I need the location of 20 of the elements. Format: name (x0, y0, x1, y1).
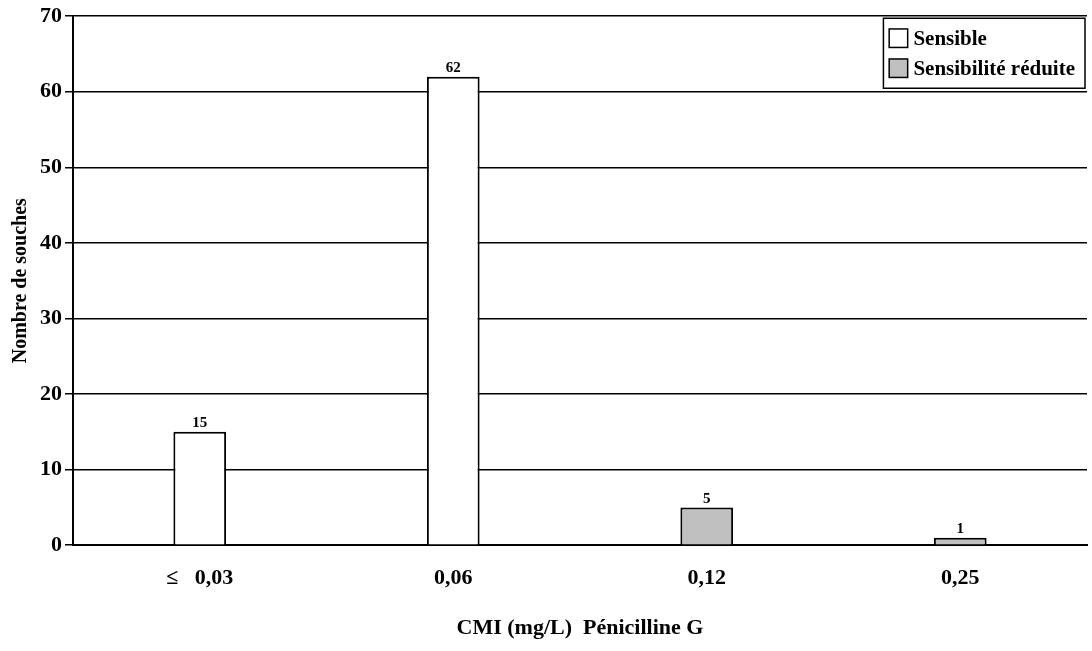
y-tick-label: 50 (40, 153, 62, 179)
y-tick-label: 20 (40, 379, 62, 405)
data-label: 5 (703, 489, 711, 506)
y-axis-title: Nombre de souches (8, 197, 31, 364)
data-label: 1 (956, 520, 964, 537)
y-tick-label: 70 (40, 1, 62, 27)
x-tick-label: ≤ 0,03 (166, 564, 234, 590)
x-tick-label: 0,25 (941, 564, 980, 590)
x-tick-label: 0,12 (687, 564, 726, 590)
data-label: 62 (445, 59, 461, 76)
x-axis-title: CMI (mg/L) Pénicilline G (456, 614, 704, 640)
y-tick-label: 40 (40, 228, 62, 254)
y-tick-label: 30 (40, 304, 62, 330)
legend-label: Sensibilité réduite (913, 55, 1076, 80)
legend-label: Sensible (913, 25, 987, 50)
y-tick-label: 60 (40, 77, 62, 103)
data-label: 15 (192, 414, 208, 431)
x-tick-label: 0,06 (434, 564, 473, 590)
y-tick-label: 0 (51, 530, 62, 556)
y-tick-label: 10 (40, 455, 62, 481)
